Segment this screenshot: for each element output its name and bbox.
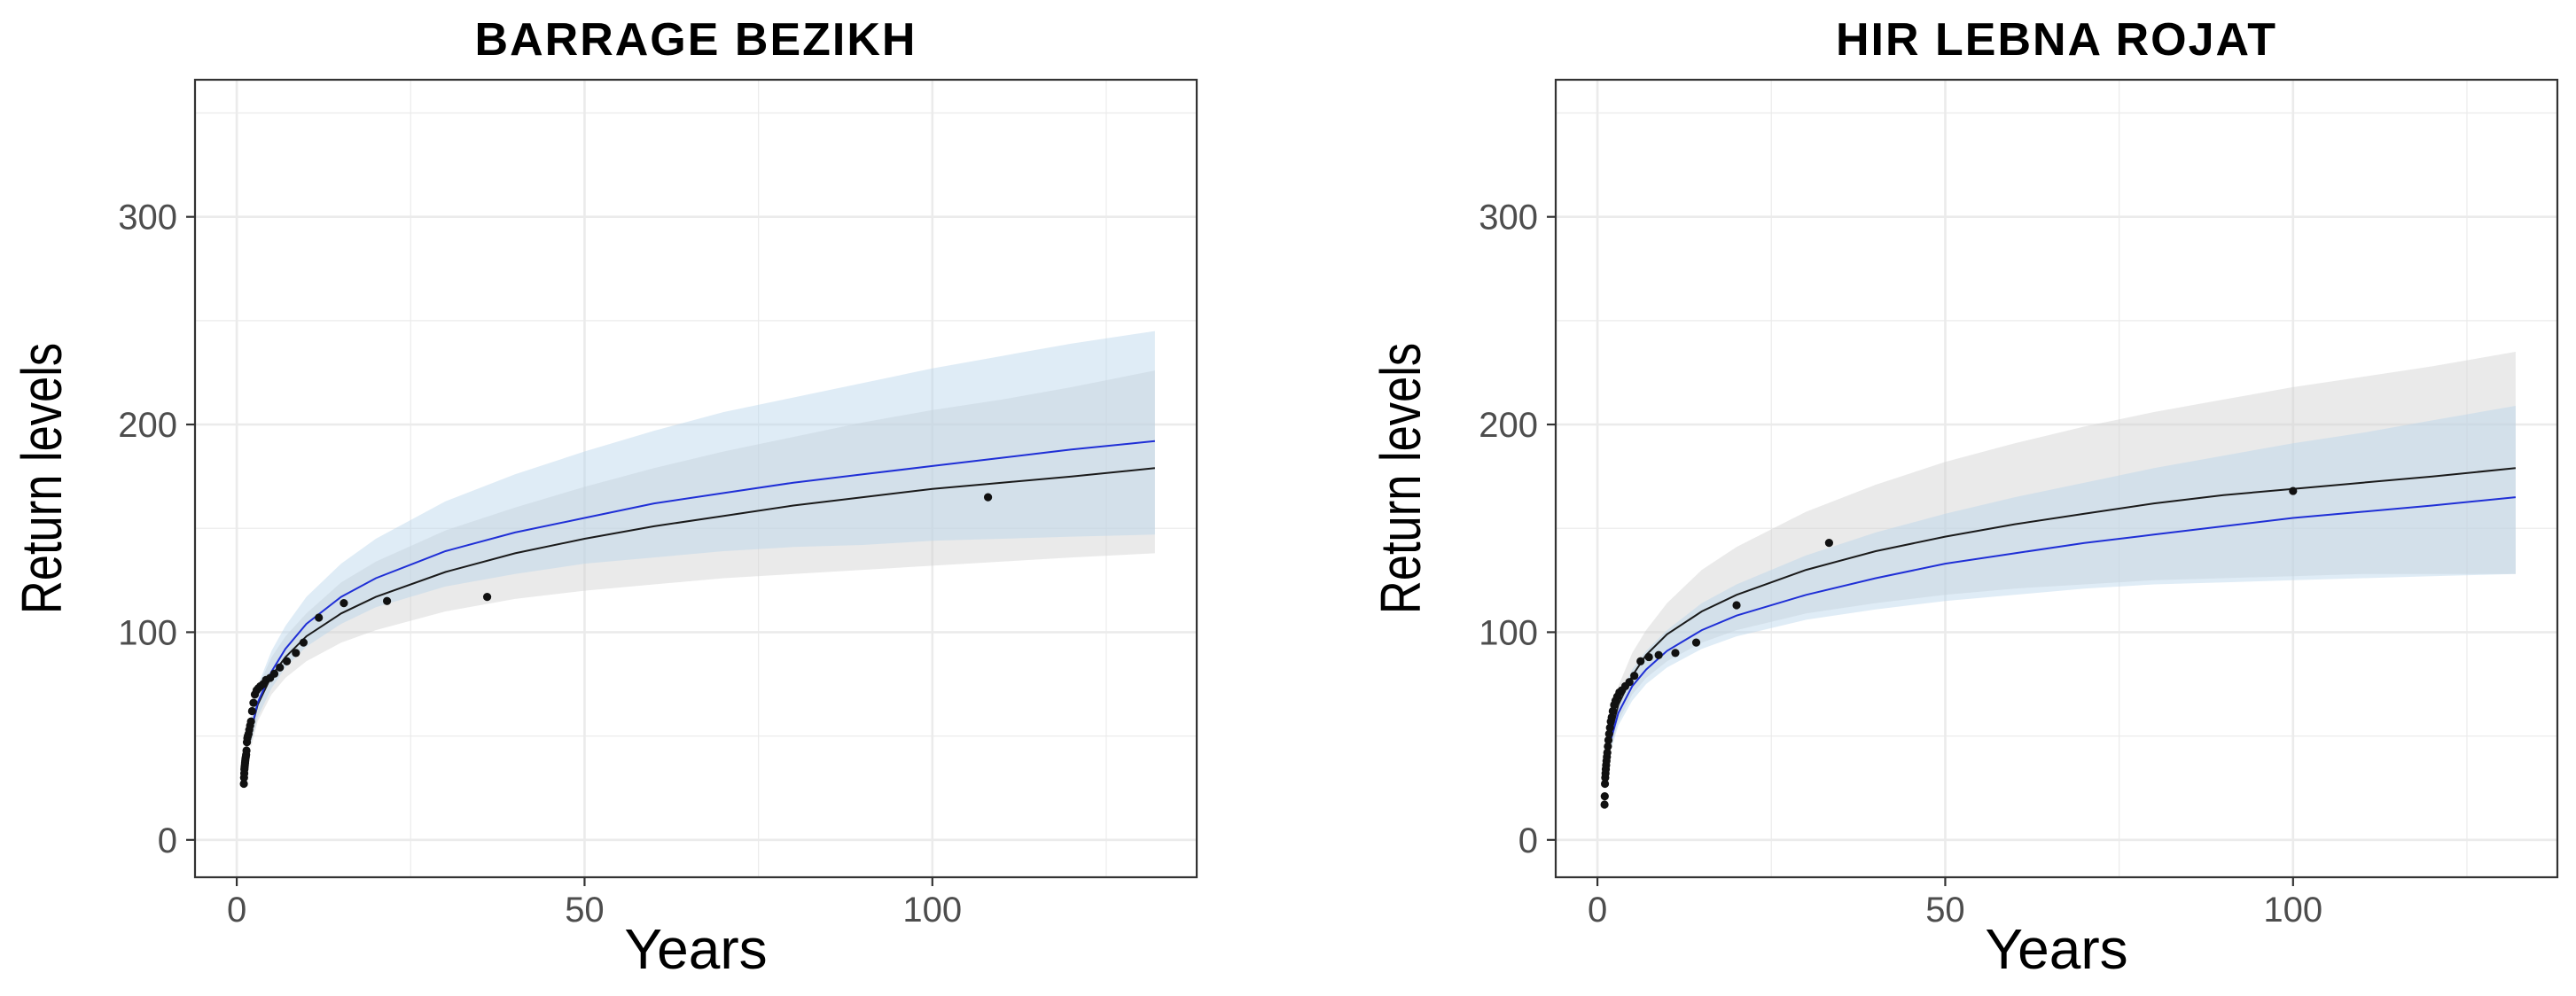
chart2-title: HIR LEBNA ROJAT: [1836, 14, 2277, 66]
chart1-data-point: [276, 663, 285, 672]
chart2-data-point: [1732, 601, 1741, 610]
chart1-x-tick-label: 50: [565, 891, 605, 930]
chart2-data-point: [1644, 652, 1653, 662]
chart1-line-blue: [249, 440, 1155, 733]
chart2-x-tick-label: 50: [1925, 891, 1965, 930]
chart2-observations: [1600, 486, 2298, 809]
chart2-x-tick-label: 100: [2263, 891, 2322, 930]
chart1-data-point: [340, 599, 348, 608]
chart1-y-tick-label: 200: [118, 406, 177, 445]
chart2-data-point: [1600, 779, 1610, 789]
chart2-data-point: [1671, 649, 1680, 658]
chart1-observations: [239, 493, 993, 789]
chart1-data-point: [382, 596, 392, 605]
chart1-panel-border: [193, 78, 1198, 879]
chart2-panel-background: [1556, 80, 2557, 877]
chart2-confidence-band-black: [1611, 352, 2516, 749]
chart1-x-tick-label: 100: [902, 891, 962, 930]
chart1-data-point: [269, 669, 279, 678]
chart2-y-tick-label: 300: [1479, 198, 1538, 237]
chart2-x-axis-label: Years: [1985, 917, 2127, 981]
chart2-data-point: [1600, 791, 1609, 801]
chart2-data-point: [1607, 712, 1616, 722]
chart1-data-point: [482, 592, 492, 602]
chart2-data-point: [2289, 486, 2298, 495]
chart1-data-point: [239, 779, 248, 789]
chart1-panel-background: [195, 80, 1197, 877]
chart2-y-tick-label: 100: [1479, 613, 1538, 652]
chart1: 0 50 100 0 100 200 300 BARRAGE BEZIKH Years Retur…: [11, 14, 1198, 981]
chart1-data-point: [315, 613, 324, 622]
chart1-y-tick-label: 100: [118, 613, 177, 652]
chart1-data-point: [299, 638, 308, 647]
chart1-data-point: [247, 706, 256, 716]
chart2-gridlines: [1556, 80, 2557, 877]
chart2-line-black: [1610, 467, 2516, 733]
chart2-data-point: [1824, 539, 1833, 548]
chart2-data-point: [1600, 800, 1609, 809]
chart2-data-point: [1604, 742, 1612, 751]
chart2-data-point: [1604, 729, 1613, 738]
chart1-data-point: [983, 493, 993, 502]
chart1-data-point: [242, 746, 251, 755]
chart1-title: BARRAGE BEZIKH: [475, 14, 917, 66]
chart1-x-tick-label: 0: [227, 891, 246, 930]
chart2: 0 50 100 0 100 200 300 HIR LEBNA ROJAT Years Retu…: [1370, 14, 2559, 981]
chart2-y-axis-label: Return levels: [1370, 343, 1432, 614]
chart1-confidence-band-blue: [250, 331, 1155, 744]
chart2-y-tick-label: 0: [1518, 821, 1538, 860]
chart1-y-axis-label: Return levels: [11, 343, 74, 614]
chart2-data-point: [1604, 735, 1613, 744]
chart2-line-blue: [1610, 496, 2516, 739]
chart2-plot-area: [1600, 352, 2516, 809]
chart2-y-tick-label: 200: [1479, 406, 1538, 445]
chart2-data-point: [1654, 650, 1663, 659]
chart1-data-point: [246, 717, 255, 726]
chart2-data-point: [1630, 672, 1639, 681]
chart1-confidence-band-black: [250, 370, 1155, 749]
chart1-plot-area: [239, 331, 1155, 789]
chart1-data-point: [292, 649, 301, 658]
chart1-y-tick-label: 0: [158, 821, 177, 860]
chart1-data-point: [282, 657, 292, 665]
chart2-data-point: [1608, 706, 1617, 716]
chart2-data-point: [1605, 723, 1614, 732]
chart1-x-axis-label: Years: [624, 917, 767, 981]
chart2-data-point: [1625, 678, 1634, 687]
chart2-data-point: [1691, 638, 1701, 647]
chart2-panel-border: [1554, 78, 2559, 879]
chart1-y-tick-label: 300: [118, 198, 177, 237]
chart2-data-point: [1603, 748, 1612, 757]
chart2-x-tick-label: 0: [1588, 891, 1607, 930]
chart1-gridlines: [195, 80, 1197, 877]
chart2-data-point: [1636, 657, 1645, 665]
chart1-data-point: [249, 698, 258, 707]
